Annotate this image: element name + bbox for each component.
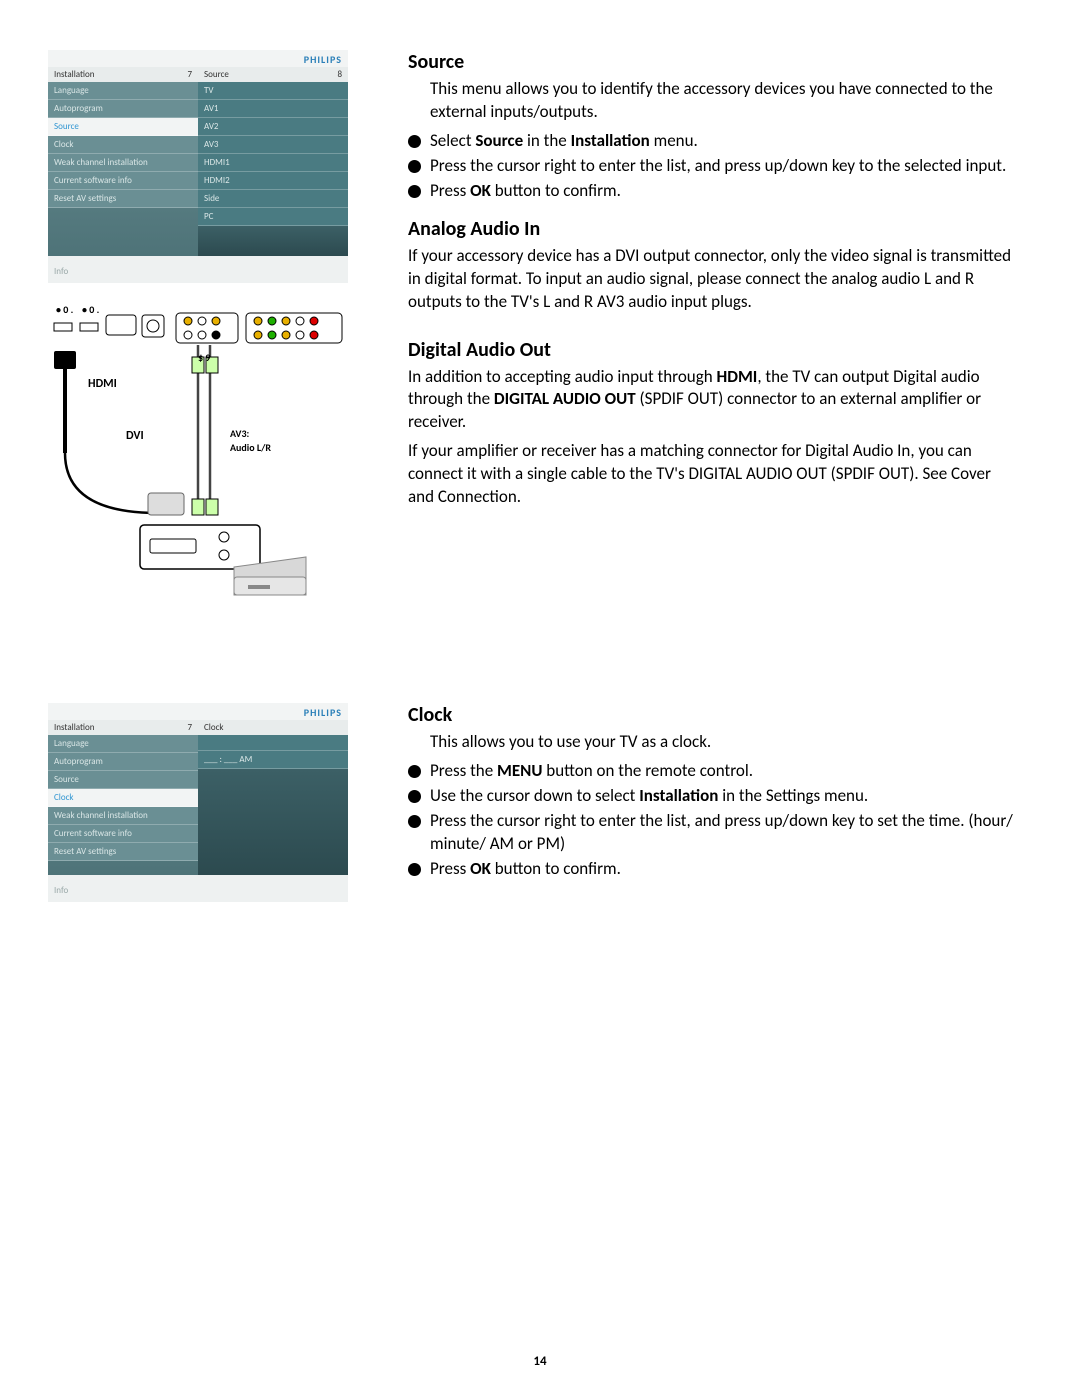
menu-item: Autoprogram xyxy=(48,753,198,771)
menu-item: Source xyxy=(48,118,198,136)
menu-item: PC xyxy=(198,208,348,226)
menu-item: Clock xyxy=(48,789,198,807)
menu-item: Language xyxy=(48,735,198,753)
menu-item: Reset AV settings xyxy=(48,843,198,861)
av3-label: AV3: xyxy=(230,427,249,440)
bullet-item: Press the cursor right to enter the list… xyxy=(408,810,1020,856)
s9-label: $ 9 xyxy=(198,351,210,364)
menu-info: Info xyxy=(48,875,348,902)
section-title-source: Source xyxy=(408,50,1020,74)
menu-item: AV2 xyxy=(198,118,348,136)
digital-paragraph: If your amplifier or receiver has a matc… xyxy=(408,440,1020,509)
brand-logo: PHILIPS xyxy=(48,50,348,67)
menu-item: Clock xyxy=(48,136,198,154)
menu-item: TV xyxy=(198,82,348,100)
menu-item: Language xyxy=(48,82,198,100)
menu-right-title: Clock xyxy=(204,722,224,733)
source-intro: This menu allows you to identify the acc… xyxy=(408,78,1020,124)
bullet-item: Use the cursor down to select Installati… xyxy=(408,785,1020,808)
bullet-item: Select Source in the Installation menu. xyxy=(408,130,1020,153)
clock-bullets: Press the MENU button on the remote cont… xyxy=(408,760,1020,881)
bullet-item: Press the cursor right to enter the list… xyxy=(408,155,1020,178)
menu-item: Current software info xyxy=(48,172,198,190)
page-number: 14 xyxy=(533,1354,546,1369)
section-title-analog: Analog Audio In xyxy=(408,217,1020,241)
menu-item: AV1 xyxy=(198,100,348,118)
menu-item: HDMI2 xyxy=(198,172,348,190)
menu-item: Autoprogram xyxy=(48,100,198,118)
menu-right-column: Source 8 TVAV1AV2AV3HDMI1HDMI2SidePC xyxy=(198,67,348,256)
menu-item: Weak channel installation xyxy=(48,807,198,825)
bullet-item: Press OK button to confirm. xyxy=(408,180,1020,203)
digital-body: In addition to accepting audio input thr… xyxy=(408,366,1020,510)
section-title-digital: Digital Audio Out xyxy=(408,338,1020,362)
dvi-label: DVI xyxy=(126,429,144,443)
menu-item: Current software info xyxy=(48,825,198,843)
menu-left-num: 7 xyxy=(187,722,192,733)
source-bullets: Select Source in the Installation menu.P… xyxy=(408,130,1020,203)
menu-right-num: 8 xyxy=(337,69,342,80)
clock-intro: This allows you to use your TV as a cloc… xyxy=(408,731,1020,754)
menu-left-title: Installation xyxy=(54,69,94,80)
menu-left-num: 7 xyxy=(187,69,192,80)
clock-time-field: ___ : ___ AM xyxy=(198,751,348,769)
menu-item: Side xyxy=(198,190,348,208)
connection-diagram: • 0 . • 0 . HDMI DVI $ 9 AV3: Audio L/R xyxy=(48,303,348,603)
port-label: • 0 . xyxy=(82,303,99,316)
hdmi-label: HDMI xyxy=(88,377,117,391)
menu-item: HDMI1 xyxy=(198,154,348,172)
bullet-item: Press OK button to confirm. xyxy=(408,858,1020,881)
bullet-item: Press the MENU button on the remote cont… xyxy=(408,760,1020,783)
menu-item: Source xyxy=(48,771,198,789)
tv-menu-source: PHILIPS Installation 7 LanguageAutoprogr… xyxy=(48,50,348,283)
analog-body: If your accessory device has a DVI outpu… xyxy=(408,245,1020,314)
menu-info: Info xyxy=(48,256,348,283)
menu-right-column: Clock ___ : ___ AM xyxy=(198,720,348,875)
menu-right-title: Source xyxy=(204,69,229,80)
menu-left-column: Installation 7 LanguageAutoprogramSource… xyxy=(48,67,198,256)
menu-item: AV3 xyxy=(198,136,348,154)
section-title-clock: Clock xyxy=(408,703,1020,727)
menu-item: Weak channel installation xyxy=(48,154,198,172)
menu-left-title: Installation xyxy=(54,722,94,733)
port-label: • 0 . xyxy=(56,303,73,316)
brand-logo: PHILIPS xyxy=(48,703,348,720)
menu-item: Reset AV settings xyxy=(48,190,198,208)
audio-lr-label: Audio L/R xyxy=(230,441,271,454)
digital-paragraph: In addition to accepting audio input thr… xyxy=(408,366,1020,435)
tv-menu-clock: PHILIPS Installation 7 LanguageAutoprogr… xyxy=(48,703,348,902)
menu-left-column: Installation 7 LanguageAutoprogramSource… xyxy=(48,720,198,875)
